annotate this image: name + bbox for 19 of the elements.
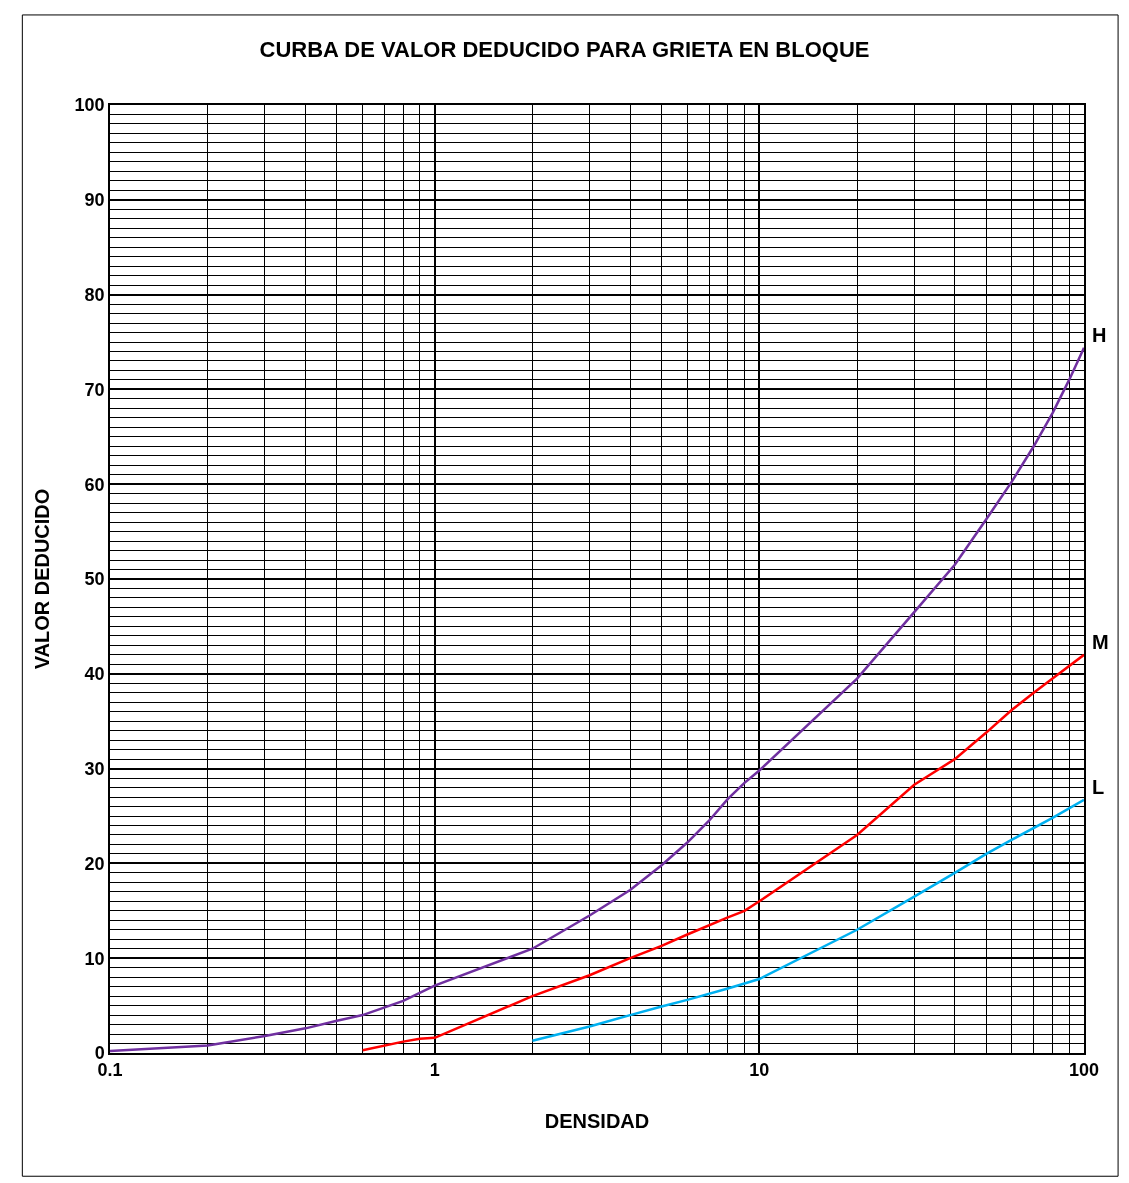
- y-axis-title: VALOR DEDUCIDO: [30, 488, 53, 670]
- y-tick-label: 90: [84, 190, 105, 211]
- y-tick-label: 10: [84, 948, 105, 969]
- y-tick-label: 20: [84, 853, 105, 874]
- x-axis-title: DENSIDAD: [544, 1110, 650, 1133]
- y-tick-label: 40: [84, 664, 105, 685]
- x-tick-label: 100: [1068, 1060, 1100, 1081]
- series-label: L: [1092, 776, 1105, 798]
- x-tick-label: 1: [429, 1060, 440, 1081]
- chart-title: CURBA DE VALOR DEDUCIDO PARA GRIETA EN BLOQUE: [259, 36, 870, 62]
- x-tick-label: 10: [749, 1060, 770, 1081]
- y-tick-label: 70: [84, 379, 105, 400]
- y-tick-label: 80: [84, 284, 105, 305]
- y-tick-label: 100: [74, 95, 105, 116]
- y-tick-label: 30: [84, 758, 105, 779]
- y-tick-label: 50: [84, 569, 105, 590]
- series-label: H: [1092, 324, 1107, 346]
- y-tick-label: 60: [84, 474, 105, 495]
- series-label: M: [1092, 631, 1109, 653]
